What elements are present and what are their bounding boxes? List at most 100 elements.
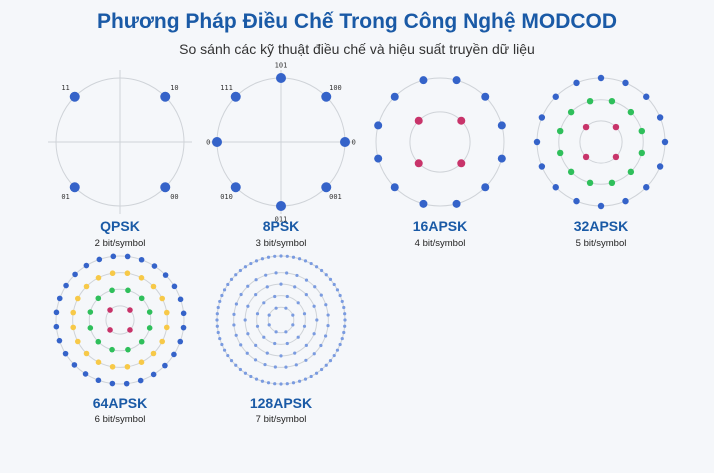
constellation-point (567, 168, 575, 176)
constellation-point (338, 342, 342, 347)
constellation-point (177, 338, 184, 345)
constellation-point (83, 350, 90, 357)
constellation-point (160, 91, 171, 102)
constellation-point (374, 154, 383, 163)
constellation-point (304, 358, 308, 362)
constellation-point (273, 294, 277, 299)
modulation-name: 32APSK (573, 218, 629, 234)
constellation-point (109, 346, 115, 353)
modulation-name: 128APSK (249, 395, 313, 411)
modulation-rate: 7 bit/symbol (255, 414, 307, 425)
bit-label: 100 (329, 84, 342, 92)
constellation-8psk: 000 001 011 010 110 111 101 100 (206, 62, 356, 222)
ring (267, 306, 295, 334)
constellation-point (138, 256, 145, 263)
constellation-point (96, 256, 103, 263)
constellation-point (163, 324, 170, 331)
constellation-point (109, 380, 116, 387)
constellation-point (215, 312, 219, 316)
page-subtitle: So sánh các kỹ thuật điều chế và hiệu su… (179, 41, 535, 57)
constellation-point (608, 97, 616, 105)
constellation-point (414, 116, 423, 125)
constellation-point (481, 183, 490, 192)
constellation-point (245, 351, 249, 355)
constellation-point (95, 338, 102, 345)
constellation-point (622, 79, 629, 87)
ring (256, 295, 306, 345)
constellation-point (328, 277, 333, 281)
constellation-point (180, 324, 187, 331)
constellation-point (324, 363, 328, 367)
constellation-point (656, 163, 664, 170)
constellation-point (291, 313, 295, 317)
constellation-point (296, 301, 300, 305)
constellation-point (319, 343, 323, 348)
constellation-point (656, 114, 664, 121)
constellation-point (249, 261, 253, 266)
ring (558, 99, 644, 185)
modulation-name: 64APSK (92, 395, 148, 411)
constellation-point (291, 381, 296, 385)
constellation-point (284, 365, 288, 369)
constellation-point (254, 377, 259, 381)
constellation-point (75, 295, 81, 302)
constellation-point (273, 382, 277, 386)
bit-label: 11 (61, 84, 69, 92)
constellation-point (162, 272, 169, 278)
constellation-point (124, 253, 131, 260)
constellation-point (53, 309, 60, 316)
constellation-point (343, 312, 347, 316)
constellation-point (274, 330, 278, 334)
modulation-name: QPSK (100, 218, 140, 234)
constellation-32apsk (533, 74, 669, 210)
constellation-point (497, 121, 506, 130)
constellation-point (597, 202, 605, 210)
constellation-point (457, 116, 466, 125)
bit-label: 101 (275, 62, 288, 70)
constellation-point (323, 334, 328, 338)
constellation-point (274, 306, 278, 310)
bit-label: 000 (352, 139, 356, 147)
constellation-point (137, 377, 144, 384)
constellation-point (138, 338, 145, 345)
constellation-point (262, 335, 266, 339)
constellation-point (255, 312, 260, 316)
constellation-point (419, 199, 428, 208)
constellation-point (309, 261, 313, 266)
constellation-point (234, 363, 238, 367)
constellation-point (216, 305, 220, 310)
constellation-point (285, 271, 289, 275)
constellation-point (266, 381, 271, 385)
constellation-point (533, 138, 541, 146)
constellation-point (255, 324, 260, 328)
constellation-point (109, 270, 116, 277)
constellation-point (293, 285, 297, 289)
constellation-point (222, 348, 227, 352)
ring (409, 111, 471, 173)
bit-label: 111 (220, 84, 233, 92)
constellation-point (332, 282, 336, 287)
constellation-point (222, 288, 227, 292)
constellation-point (125, 346, 131, 353)
constellation-point (338, 293, 342, 298)
constellation-point (573, 197, 580, 205)
constellation-point (340, 299, 344, 304)
constellation-point (643, 184, 650, 191)
constellation-point (312, 352, 316, 356)
constellation-point (95, 359, 102, 365)
ring (375, 77, 505, 207)
constellation-point (83, 262, 90, 269)
constellation-point (597, 74, 605, 82)
constellation-point (638, 149, 646, 157)
constellation-point (229, 359, 234, 363)
constellation-point (326, 324, 330, 328)
constellation-point (285, 382, 289, 386)
constellation-point (109, 363, 116, 370)
constellation-point (95, 275, 102, 281)
constellation-point (264, 273, 268, 277)
constellation-point (150, 283, 157, 290)
constellation-point (138, 275, 145, 281)
constellation-point (56, 295, 63, 302)
panel-128apsk: 128APSK 7 bit/symbol (206, 240, 356, 425)
panel-16apsk: 16APSK 4 bit/symbol (365, 62, 515, 249)
